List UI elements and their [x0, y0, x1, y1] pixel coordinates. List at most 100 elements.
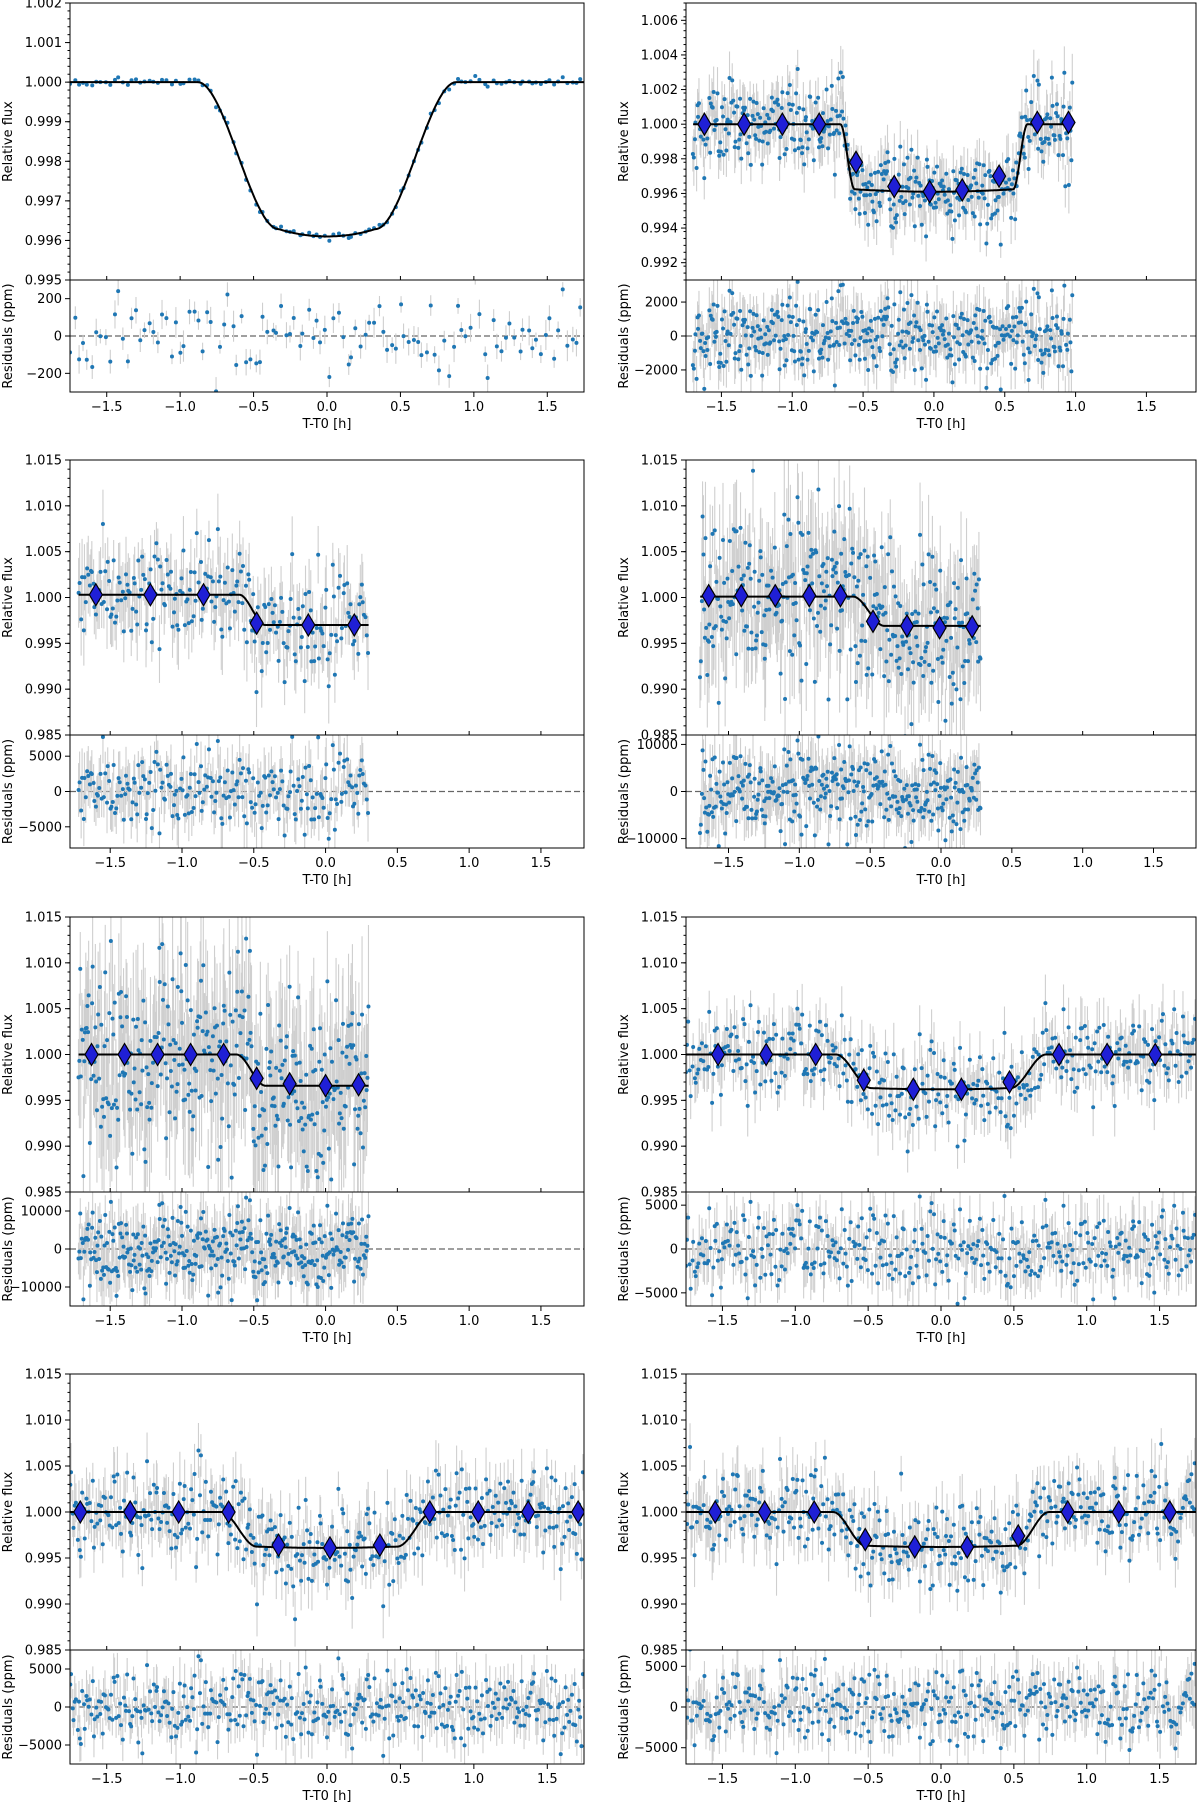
residual-point — [963, 807, 968, 812]
residual-point — [914, 795, 919, 800]
flux-point — [860, 623, 865, 628]
flux-point — [825, 556, 830, 561]
flux-point — [779, 105, 784, 110]
flux-point — [918, 183, 923, 188]
residual-point — [1008, 334, 1013, 339]
residual-point — [818, 794, 823, 799]
x-tick-label: −1.0 — [164, 400, 196, 415]
flux-point — [251, 592, 256, 597]
flux-point — [723, 127, 728, 132]
residual-point — [304, 792, 309, 797]
residual-point — [708, 773, 713, 778]
residual-point — [208, 319, 213, 324]
residual-point — [855, 320, 860, 325]
y-tick-label: 1.000 — [25, 76, 62, 91]
residual-point — [873, 759, 878, 764]
x-tick-label: 0.0 — [924, 400, 945, 415]
residual-point — [103, 335, 108, 340]
residual-point — [297, 784, 302, 789]
residual-point — [893, 794, 898, 799]
flux-point — [896, 601, 901, 606]
flux-point — [952, 581, 957, 586]
residual-point — [715, 303, 720, 308]
residual-point — [436, 368, 441, 373]
flux-point — [210, 579, 215, 584]
flux-point — [998, 242, 1003, 247]
residual-point — [298, 343, 303, 348]
residual-point — [957, 357, 962, 362]
residual-point — [157, 831, 162, 836]
flux-point — [780, 582, 785, 587]
residual-point — [73, 315, 78, 320]
residual-point — [503, 335, 508, 340]
flux-point — [972, 571, 977, 576]
flux-point — [745, 565, 750, 570]
flux-point — [804, 661, 809, 666]
flux-point — [984, 241, 989, 246]
flux-point — [970, 211, 975, 216]
flux-points — [76, 521, 371, 695]
residual-point — [307, 307, 312, 312]
flux-point — [327, 238, 332, 243]
residual-point — [798, 349, 803, 354]
flux-point — [760, 139, 765, 144]
flux-point — [910, 195, 915, 200]
residual-point — [125, 359, 130, 364]
residual-point — [406, 339, 411, 344]
flux-point — [816, 487, 821, 492]
residual-point — [327, 811, 332, 816]
flux-point — [717, 555, 722, 560]
residual-point — [730, 291, 735, 296]
residual-point — [864, 823, 869, 828]
flux-points — [690, 66, 1075, 247]
residual-point — [203, 773, 208, 778]
flux-point — [726, 600, 731, 605]
residual-point — [154, 749, 159, 754]
residual-point — [127, 787, 132, 792]
flux-point — [302, 679, 307, 684]
flux-point — [692, 137, 697, 142]
flux-point — [810, 126, 815, 131]
flux-point — [270, 610, 275, 615]
flux-point — [908, 651, 913, 656]
flux-point — [759, 630, 764, 635]
residual-point — [1014, 340, 1019, 345]
flux-point — [259, 669, 264, 674]
flux-point — [886, 679, 891, 684]
residual-point — [857, 818, 862, 823]
residual-point — [196, 318, 201, 323]
residual-point — [188, 771, 193, 776]
flux-point — [285, 645, 290, 650]
residual-y-tick-label: −5000 — [18, 820, 62, 835]
flux-point — [1031, 74, 1036, 79]
residual-point — [90, 365, 95, 370]
residual-point — [891, 370, 896, 375]
flux-point — [891, 202, 896, 207]
flux-point — [893, 633, 898, 638]
flux-point — [1069, 158, 1074, 163]
residual-point — [853, 353, 858, 358]
residual-point — [732, 789, 737, 794]
flux-point — [234, 583, 239, 588]
flux-point — [723, 676, 728, 681]
flux-point — [1003, 180, 1008, 185]
flux-point — [758, 555, 763, 560]
flux-point — [824, 87, 829, 92]
x-tick-label: −1.5 — [91, 400, 123, 415]
flux-point — [336, 585, 341, 590]
residual-point — [117, 780, 122, 785]
residual-point — [818, 351, 823, 356]
residual-point — [882, 769, 887, 774]
residual-point — [851, 788, 856, 793]
flux-point — [170, 624, 175, 629]
flux-point — [941, 647, 946, 652]
flux-point — [219, 627, 224, 632]
residual-point — [1031, 286, 1036, 291]
residual-point — [744, 352, 749, 357]
flux-point — [973, 588, 978, 593]
residual-point — [784, 763, 789, 768]
residual-point — [722, 309, 727, 314]
residual-point — [325, 815, 330, 820]
flux-point — [753, 133, 758, 138]
residual-point — [804, 824, 809, 829]
